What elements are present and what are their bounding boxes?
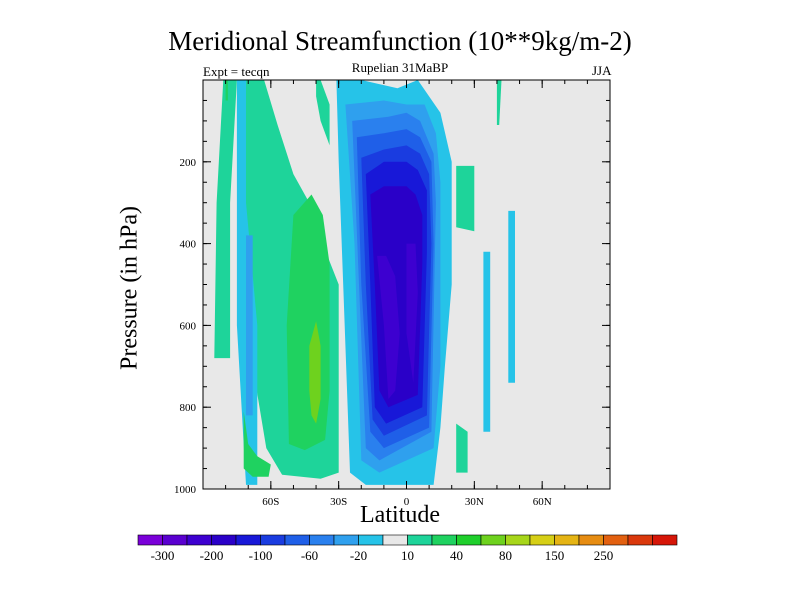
x-tick-label: 60S — [262, 496, 279, 508]
x-tick-label: 30N — [465, 496, 484, 508]
contour-region-10 — [246, 235, 253, 416]
colorbar-swatch — [456, 534, 482, 546]
colorbar-swatch — [260, 534, 286, 546]
colorbar-swatch — [578, 534, 604, 546]
colorbar-label: -300 — [151, 548, 175, 563]
colorbar-label: -20 — [350, 548, 367, 563]
y-tick-label: 1000 — [174, 484, 197, 496]
x-tick-label: 30S — [330, 496, 347, 508]
contour-region-19 — [243, 411, 271, 477]
y-tick-label: 800 — [180, 402, 197, 414]
colorbar-swatch — [652, 534, 678, 546]
colorbar-swatch — [211, 534, 237, 546]
colorbar-label: 250 — [594, 548, 614, 563]
contour-region-17 — [377, 255, 400, 399]
y-tick-label: 200 — [180, 157, 197, 169]
colorbar-label: -100 — [249, 548, 273, 563]
colorbar-label: 150 — [545, 548, 565, 563]
colorbar-swatch — [382, 534, 408, 546]
contour-region-18 — [406, 243, 418, 383]
contour-region-3 — [496, 80, 502, 125]
colorbar-label: 80 — [499, 548, 512, 563]
contour-region-9 — [508, 210, 515, 383]
season-label: JJA — [592, 63, 612, 78]
contour-region-0 — [214, 80, 237, 359]
colorbar-swatch — [333, 534, 359, 546]
colorbar-swatch — [431, 534, 457, 546]
colorbar-swatch — [407, 534, 433, 546]
contour-region-21 — [225, 80, 228, 101]
colorbar-label: 10 — [401, 548, 414, 563]
x-axis-label: Latitude — [360, 502, 440, 528]
x-tick-label: 0 — [404, 496, 410, 508]
colorbar-swatch — [554, 534, 580, 546]
colorbar-swatch — [358, 534, 384, 546]
chart-title: Meridional Streamfunction (10**9kg/m-2) — [168, 26, 632, 56]
contour-region-2 — [316, 80, 330, 146]
colorbar-swatch — [529, 534, 555, 546]
colorbar-swatch — [284, 534, 310, 546]
colorbar-label: -60 — [301, 548, 318, 563]
colorbar-swatch — [627, 534, 653, 546]
contour-regions — [214, 80, 515, 485]
contour-region-4 — [456, 165, 475, 232]
colorbar-swatch — [505, 534, 531, 546]
colorbar-swatch — [186, 534, 212, 546]
colorbar-swatch — [480, 534, 506, 546]
colorbar-label: 40 — [450, 548, 463, 563]
x-tick-label: 60N — [533, 496, 552, 508]
colorbar-swatch — [137, 534, 163, 546]
colorbar-label: -200 — [200, 548, 224, 563]
colorbar-swatch — [309, 534, 335, 546]
chart-subtitle: Rupelian 31MaBP — [351, 60, 449, 75]
experiment-label: Expt = tecqn — [203, 64, 270, 79]
contour-region-8 — [483, 251, 491, 432]
colorbar-swatch — [162, 534, 188, 546]
y-tick-label: 600 — [180, 320, 197, 332]
colorbar-swatch — [603, 534, 629, 546]
contour-region-22 — [309, 321, 321, 424]
contour-region-20 — [286, 194, 330, 451]
colorbar-swatch — [235, 534, 261, 546]
contour-region-5 — [456, 423, 468, 473]
y-tick-label: 400 — [180, 239, 197, 251]
